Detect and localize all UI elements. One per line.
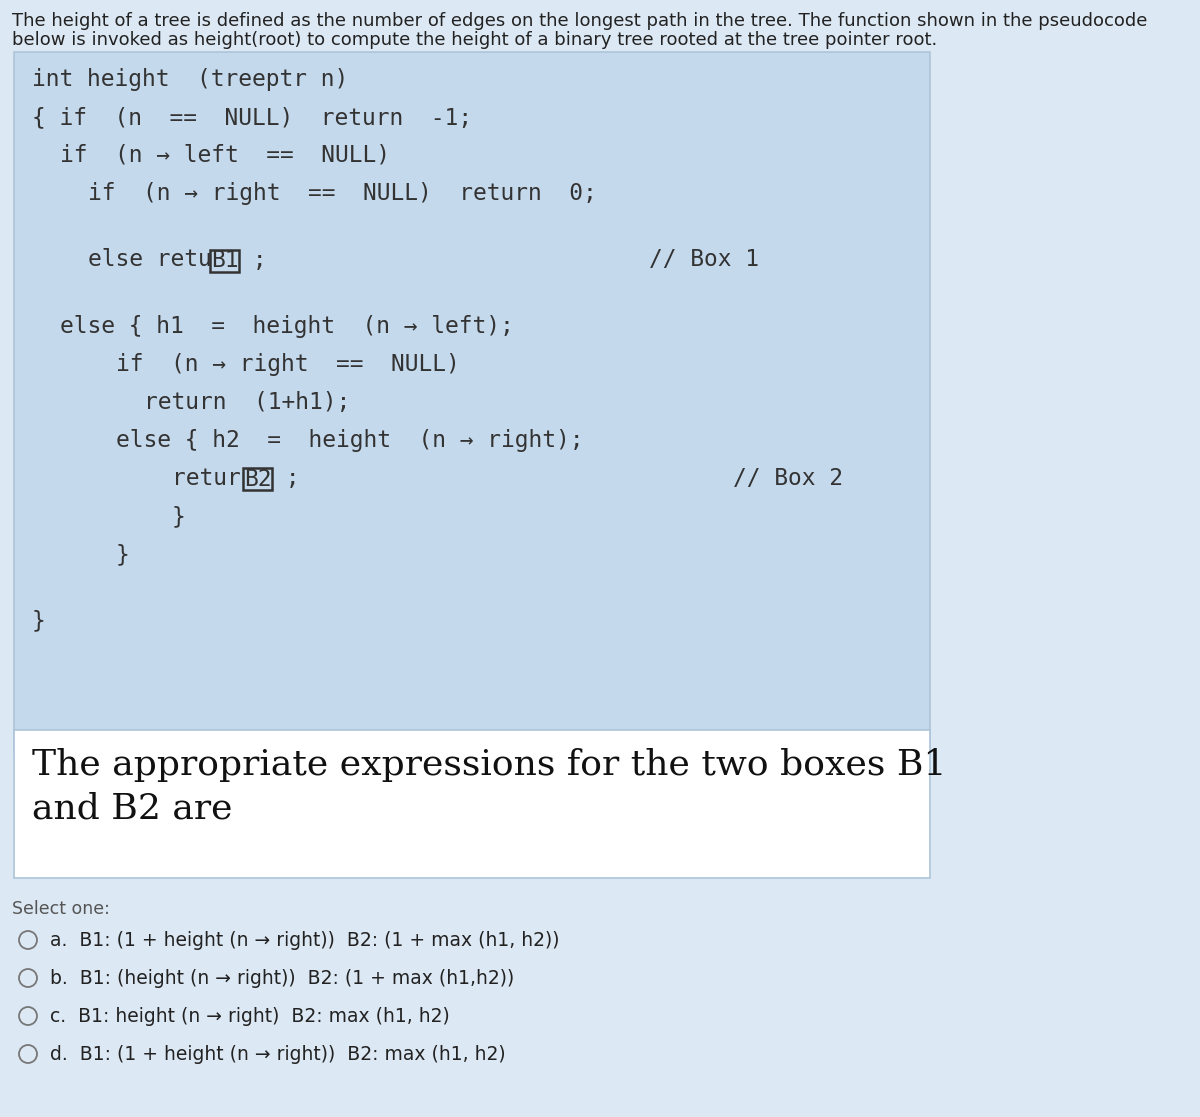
Text: int height  (treeptr n): int height (treeptr n) — [32, 68, 348, 90]
Text: // Box 1: // Box 1 — [649, 248, 760, 271]
Text: B2: B2 — [244, 468, 271, 490]
Text: return  (1+h1);: return (1+h1); — [144, 391, 350, 414]
Text: Select one:: Select one: — [12, 900, 110, 918]
Text: c.  B1: height (n → right)  B2: max (h1, h2): c. B1: height (n → right) B2: max (h1, h… — [50, 1006, 450, 1025]
Text: return: return — [172, 467, 269, 490]
Text: if  (n → right  ==  NULL)  return  0;: if (n → right == NULL) return 0; — [88, 182, 596, 206]
Text: The height of a tree is defined as the number of edges on the longest path in th: The height of a tree is defined as the n… — [12, 12, 1147, 30]
Text: The appropriate expressions for the two boxes B1
and B2 are: The appropriate expressions for the two … — [32, 748, 947, 825]
Bar — [244, 468, 271, 490]
Bar — [14, 731, 930, 878]
Text: }: } — [116, 543, 130, 566]
Text: { if  (n  ==  NULL)  return  -1;: { if (n == NULL) return -1; — [32, 106, 472, 128]
Text: B1: B1 — [211, 249, 239, 273]
Text: else { h1  =  height  (n → left);: else { h1 = height (n → left); — [60, 315, 514, 338]
Text: if  (n → right  ==  NULL): if (n → right == NULL) — [116, 353, 460, 376]
Text: b.  B1: (height (n → right))  B2: (1 + max (h1,h2)): b. B1: (height (n → right)) B2: (1 + max… — [50, 968, 515, 987]
Bar — [14, 52, 930, 752]
Text: d.  B1: (1 + height (n → right))  B2: max (h1, h2): d. B1: (1 + height (n → right)) B2: max … — [50, 1044, 505, 1063]
Text: // Box 2: // Box 2 — [733, 467, 842, 490]
Text: a.  B1: (1 + height (n → right))  B2: (1 + max (h1, h2)): a. B1: (1 + height (n → right)) B2: (1 +… — [50, 930, 559, 949]
Text: }: } — [32, 610, 46, 632]
Bar — [210, 249, 239, 271]
Text: below is invoked as height(root) to compute the height of a binary tree rooted a: below is invoked as height(root) to comp… — [12, 31, 937, 49]
Text: else { h2  =  height  (n → right);: else { h2 = height (n → right); — [116, 429, 583, 452]
Text: }: } — [172, 505, 186, 528]
Text: if  (n → left  ==  NULL): if (n → left == NULL) — [60, 144, 390, 168]
Text: else return: else return — [88, 248, 253, 271]
Text: ;: ; — [239, 248, 266, 271]
Text: ;: ; — [271, 467, 299, 490]
